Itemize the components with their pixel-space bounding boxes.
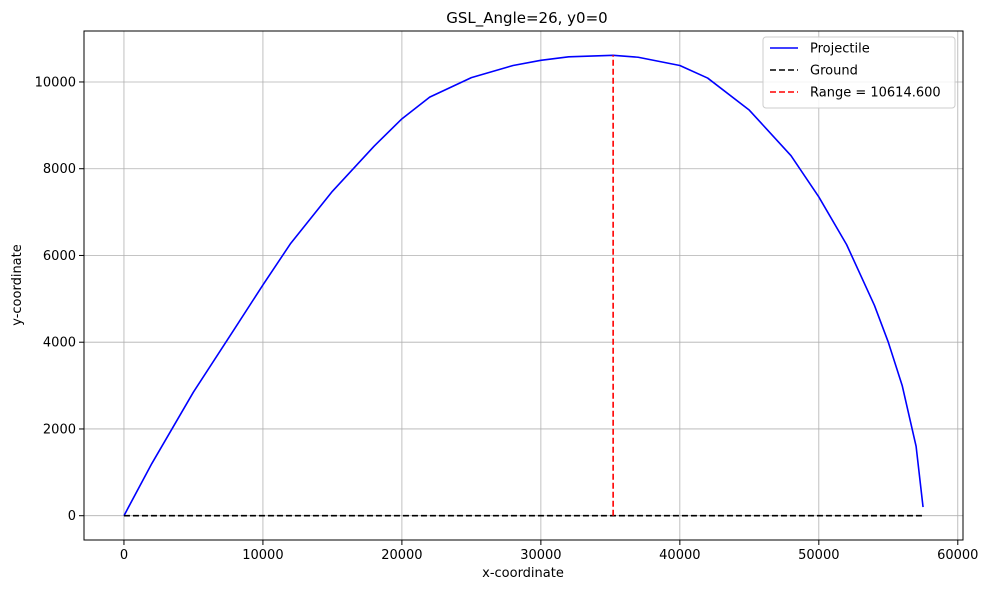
- series-line-0: [123, 54, 924, 517]
- legend-box: [762, 36, 956, 109]
- x-tick-label-3: 30000: [520, 548, 561, 563]
- x-tick-label-5: 50000: [798, 548, 839, 563]
- x-tick-label-0: 0: [120, 548, 128, 563]
- y-axis-label: y-coordinate: [10, 244, 25, 326]
- x-axis-label: x-coordinate: [482, 566, 564, 581]
- legend-label-1: Ground: [810, 64, 858, 79]
- legend-label-0: Projectile: [810, 42, 870, 57]
- chart-title: GSL_Angle=26, y0=0: [446, 9, 607, 28]
- ticks: 0 10000 20000 30000 40000 50000 60000 0 2000 4000…: [35, 75, 979, 563]
- y-tick-label-1: 2000: [43, 422, 76, 437]
- series-layer: [123, 54, 924, 517]
- x-tick-label-6: 60000: [937, 548, 978, 563]
- legend: Projectile Ground Range = 10614.600: [762, 36, 956, 109]
- y-tick-label-4: 8000: [43, 162, 76, 177]
- plot-frame: [83, 30, 964, 541]
- x-tick-label-2: 20000: [381, 548, 422, 563]
- legend-label-2: Range = 10614.600: [810, 86, 941, 101]
- y-tick-label-0: 0: [68, 509, 76, 524]
- x-tick-label-4: 40000: [659, 548, 700, 563]
- y-tick-label-2: 4000: [43, 336, 76, 351]
- x-tick-label-1: 10000: [242, 548, 283, 563]
- y-tick-label-3: 6000: [43, 249, 76, 264]
- y-tick-label-5: 10000: [35, 75, 76, 90]
